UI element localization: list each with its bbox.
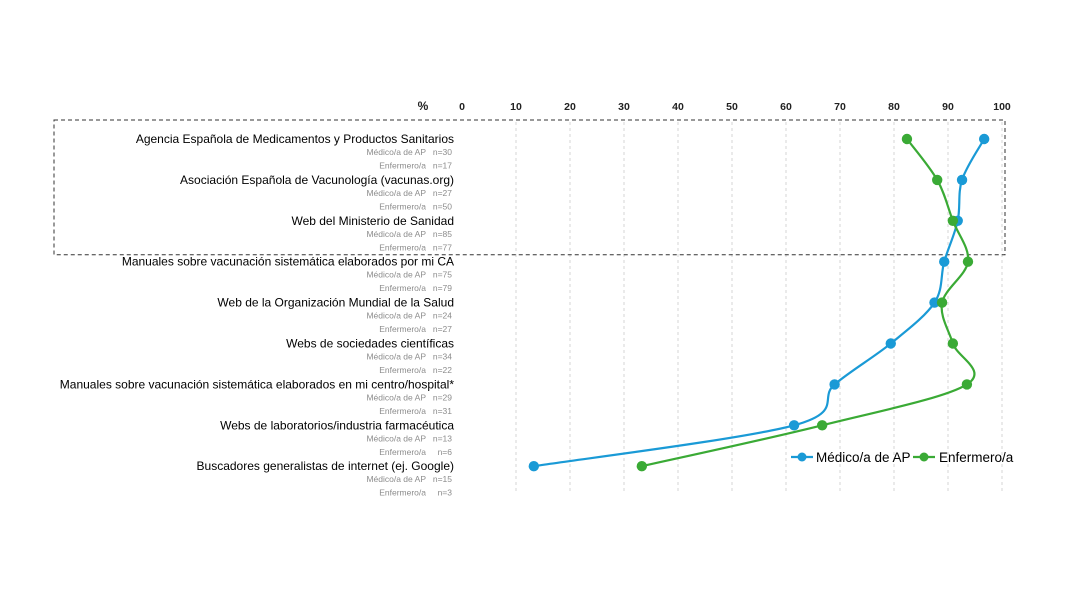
- group-label: Médico/a de AP: [366, 311, 426, 321]
- category-label: Webs de laboratorios/industria farmacéut…: [220, 418, 454, 432]
- data-point-medico: [885, 338, 896, 349]
- n-count-label: n=3: [438, 488, 453, 498]
- x-tick-label: 0: [459, 101, 465, 113]
- category-labels: Agencia Española de Medicamentos y Produ…: [60, 132, 455, 498]
- n-count-label: n=29: [433, 392, 452, 402]
- series: [528, 133, 990, 472]
- n-count-label: n=34: [433, 352, 452, 362]
- data-point-medico: [939, 256, 950, 267]
- category-label: Webs de sociedades científicas: [286, 337, 454, 351]
- legend-marker-enfermero: [919, 452, 929, 462]
- group-label: Médico/a de AP: [366, 392, 426, 402]
- x-tick-label: 100: [993, 101, 1011, 113]
- legend-label-enfermero: Enfermero/a: [939, 450, 1014, 465]
- n-count-label: n=6: [438, 447, 453, 457]
- group-label: Enfermero/a: [379, 447, 426, 457]
- data-point-enfermero: [947, 215, 959, 226]
- group-label: Enfermero/a: [379, 488, 426, 498]
- data-point-enfermero: [947, 338, 959, 349]
- n-count-label: n=30: [433, 147, 452, 157]
- data-point-enfermero: [932, 174, 943, 186]
- data-point-medico: [528, 461, 540, 472]
- group-label: Médico/a de AP: [366, 352, 426, 362]
- data-point-enfermero: [961, 379, 973, 390]
- data-point-enfermero: [936, 297, 948, 308]
- category-label: Asociación Española de Vacunología (vacu…: [180, 173, 454, 187]
- data-point-enfermero: [636, 461, 648, 472]
- group-label: Enfermero/a: [379, 365, 426, 375]
- group-label: Enfermero/a: [379, 324, 426, 334]
- x-tick-label: 80: [888, 101, 900, 113]
- data-point-medico: [978, 133, 990, 145]
- n-count-label: n=79: [433, 283, 452, 293]
- highlight-box: [53, 119, 1006, 256]
- data-point-enfermero: [962, 256, 974, 267]
- data-point-enfermero: [816, 420, 828, 431]
- legend: Médico/a de AP Enfermero/a: [791, 450, 1014, 465]
- x-tick-label: 60: [780, 101, 792, 113]
- x-tick-label: 10: [510, 101, 522, 113]
- n-count-label: n=50: [433, 201, 452, 211]
- group-label: Enfermero/a: [379, 406, 426, 416]
- n-count-label: n=77: [433, 242, 452, 252]
- x-tick-label: 30: [618, 101, 630, 113]
- group-label: Médico/a de AP: [366, 229, 426, 239]
- category-label: Agencia Española de Medicamentos y Produ…: [136, 132, 454, 146]
- category-label: Manuales sobre vacunación sistemática el…: [60, 377, 455, 391]
- x-tick-label: 50: [726, 101, 738, 113]
- n-count-label: n=24: [433, 311, 452, 321]
- legend-label-medico: Médico/a de AP: [816, 450, 911, 465]
- group-label: Médico/a de AP: [366, 474, 426, 484]
- n-count-label: n=17: [433, 161, 452, 171]
- n-count-label: n=22: [433, 365, 452, 375]
- n-count-label: n=13: [433, 433, 452, 443]
- group-label: Enfermero/a: [379, 161, 426, 171]
- group-label: Enfermero/a: [379, 283, 426, 293]
- series-line-enfermero: [641, 138, 976, 468]
- data-point-medico: [788, 420, 800, 431]
- unit-label: %: [418, 99, 429, 113]
- category-label: Manuales sobre vacunación sistemática el…: [122, 255, 454, 269]
- n-count-label: n=27: [433, 324, 452, 334]
- n-count-label: n=15: [433, 474, 452, 484]
- group-label: Médico/a de AP: [366, 270, 426, 280]
- n-count-label: n=75: [433, 270, 452, 280]
- group-label: Médico/a de AP: [366, 147, 426, 157]
- category-label: Web del Ministerio de Sanidad: [291, 214, 454, 228]
- x-tick-label: 20: [564, 101, 576, 113]
- group-label: Enfermero/a: [379, 201, 426, 211]
- n-count-label: n=31: [433, 406, 452, 416]
- category-label: Buscadores generalistas de internet (ej.…: [197, 459, 454, 473]
- x-tick-label: 90: [942, 101, 954, 113]
- group-label: Médico/a de AP: [366, 188, 426, 198]
- grid-lines: [515, 122, 1003, 492]
- x-axis: % 0 10 20 30 40 50 60 70 80 90 100: [418, 99, 1011, 113]
- x-tick-label: 70: [834, 101, 846, 113]
- series-line-medico: [533, 138, 986, 468]
- legend-marker-medico: [797, 452, 807, 462]
- group-label: Médico/a de AP: [366, 433, 426, 443]
- data-point-medico: [829, 379, 840, 390]
- n-count-label: n=27: [433, 188, 452, 198]
- x-tick-label: 40: [672, 101, 684, 113]
- category-label: Web de la Organización Mundial de la Sal…: [217, 296, 454, 310]
- group-label: Enfermero/a: [379, 242, 426, 252]
- data-point-medico: [956, 174, 968, 186]
- n-count-label: n=85: [433, 229, 452, 239]
- data-point-medico: [929, 297, 940, 308]
- data-point-enfermero: [901, 133, 913, 145]
